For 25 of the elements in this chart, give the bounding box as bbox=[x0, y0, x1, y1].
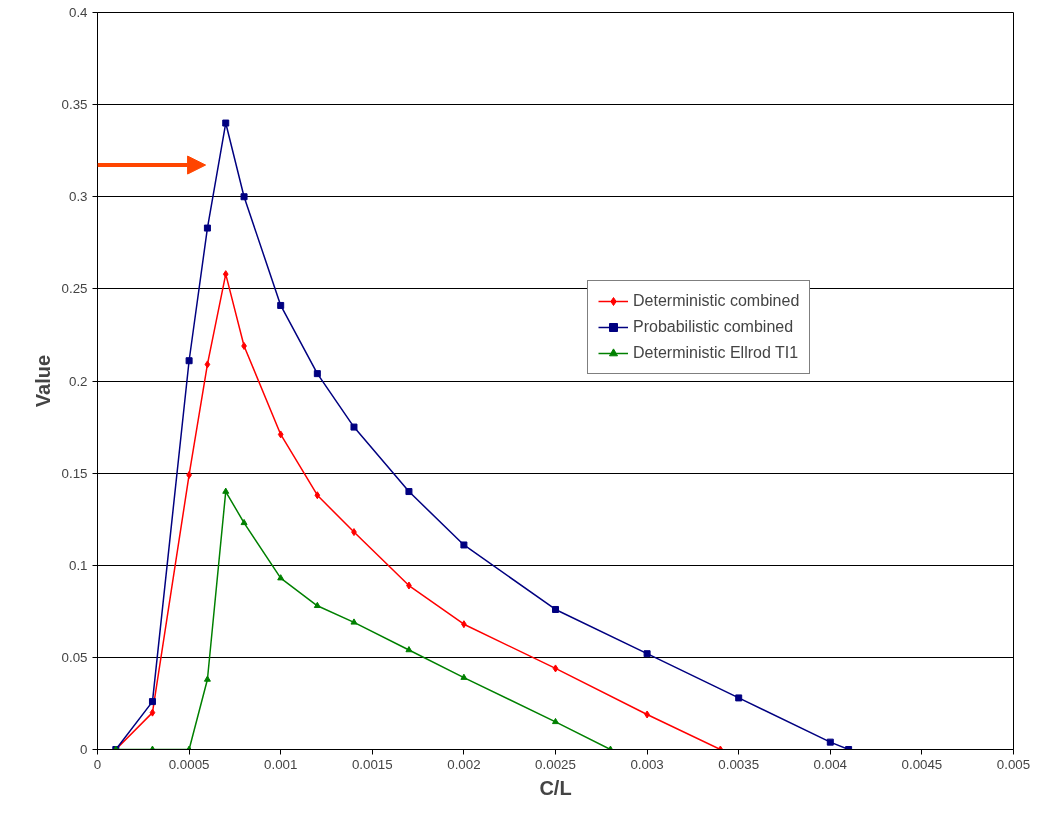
x-tick-label: 0 bbox=[93, 756, 102, 772]
x-tick-label: 0.0035 bbox=[718, 756, 760, 772]
y-tick-label: 0.05 bbox=[61, 649, 88, 665]
y-axis-title: Value bbox=[31, 354, 54, 408]
x-tick-label: 0.003 bbox=[630, 756, 664, 772]
x-tick-label: 0.0005 bbox=[168, 756, 210, 772]
y-tick-label: 0.15 bbox=[61, 465, 88, 481]
x-tick-label: 0.0015 bbox=[351, 756, 393, 772]
x-tick-label: 0.001 bbox=[264, 756, 298, 772]
x-tick-label: 0.0025 bbox=[535, 756, 576, 772]
x-tick-label: 0.005 bbox=[996, 756, 1031, 772]
legend-label: Deterministic Ellrod TI1 bbox=[633, 344, 799, 362]
y-tick-label: 0.4 bbox=[68, 5, 89, 20]
x-axis-title: C/L bbox=[539, 776, 572, 799]
y-tick-label: 0.3 bbox=[68, 189, 88, 205]
y-tick-label: 0.2 bbox=[68, 373, 88, 389]
y-tick-label: 0.25 bbox=[61, 281, 88, 297]
legend-label: Deterministic combined bbox=[633, 292, 800, 310]
x-tick-label: 0.002 bbox=[447, 756, 481, 772]
y-tick-label: 0 bbox=[80, 742, 88, 757]
x-tick-label: 0.004 bbox=[813, 756, 848, 772]
legend-label: Probabilistic combined bbox=[633, 318, 794, 336]
y-tick-label: 0.1 bbox=[68, 557, 88, 573]
y-tick-label: 0.35 bbox=[61, 97, 88, 113]
x-tick-label: 0.0045 bbox=[901, 756, 943, 772]
